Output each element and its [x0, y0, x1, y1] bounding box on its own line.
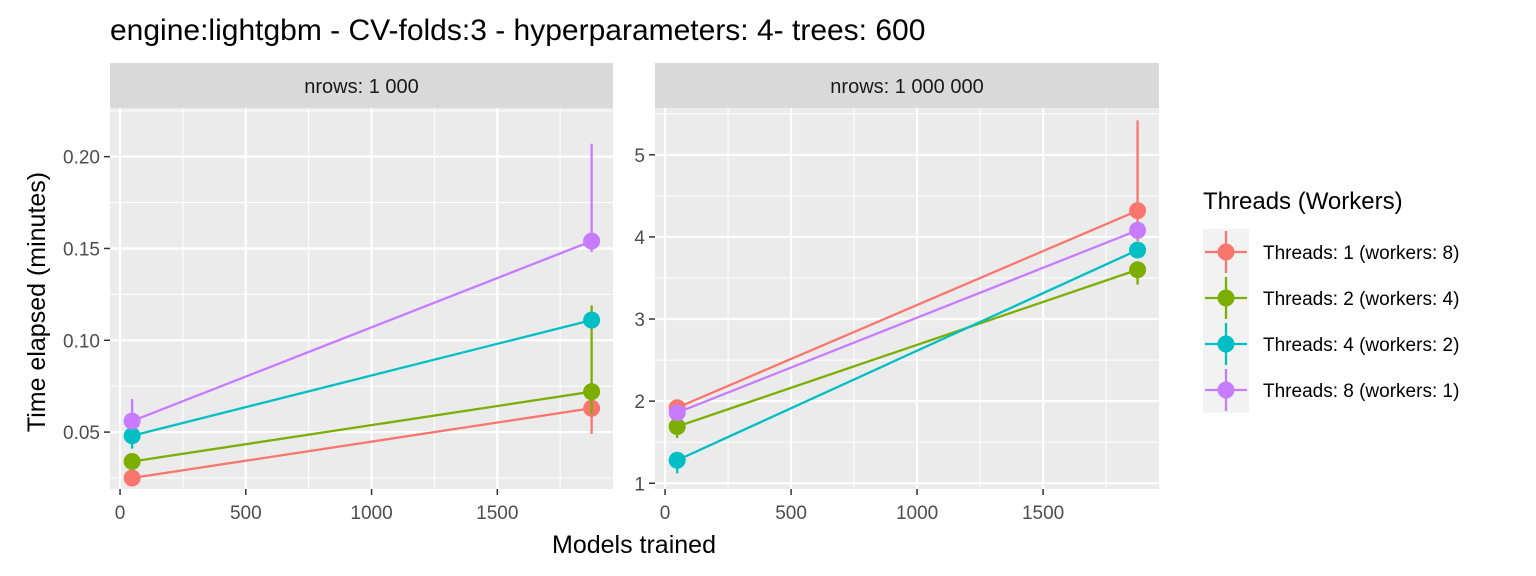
x-tick-label: 0 [660, 503, 671, 524]
data-point [123, 412, 141, 430]
series-line [676, 229, 1139, 414]
data-point [1129, 221, 1147, 239]
series-line [131, 390, 592, 463]
legend-key-point [1217, 335, 1235, 353]
legend-item: Threads: 4 (workers: 2) [1203, 321, 1459, 367]
legend-item: Threads: 8 (workers: 1) [1203, 367, 1459, 413]
x-tick-label: 1000 [896, 503, 938, 524]
legend: Threads (Workers) Threads: 1 (workers: 8… [1203, 188, 1459, 413]
series-3 [123, 311, 601, 449]
y-tick-label: 0.20 [63, 148, 100, 169]
legend-label: Threads: 4 (workers: 2) [1263, 335, 1459, 356]
series-line [676, 249, 1139, 462]
y-tick-label: 4 [634, 228, 645, 249]
legend-title: Threads (Workers) [1203, 188, 1403, 215]
panel-1: nrows: 1 000 0 500 1000 1500 0.05 0.10 0.15 0.20 [63, 63, 613, 524]
legend-key-point [1217, 243, 1235, 261]
y-tick-label: 1 [634, 474, 645, 495]
y-axis-title: Time elapsed (minutes) [23, 172, 51, 432]
data-point [123, 469, 141, 487]
legend-item: Threads: 1 (workers: 8) [1203, 229, 1459, 275]
data-point [123, 452, 141, 470]
y-tick-label: 0.10 [63, 331, 100, 352]
x-tick-label: 1500 [476, 503, 518, 524]
legend-label: Threads: 8 (workers: 1) [1263, 381, 1459, 402]
legend-key-point [1217, 289, 1235, 307]
x-tick-label: 1500 [1022, 503, 1064, 524]
series-4 [668, 221, 1147, 422]
series-line [131, 407, 592, 480]
y-tick-label: 5 [634, 146, 645, 167]
series-line [131, 318, 592, 437]
panel-strip-label: nrows: 1 000 [304, 76, 419, 98]
series-4 [123, 143, 601, 430]
data-point [123, 427, 141, 445]
data-point [1129, 241, 1147, 259]
panel-strip-label: nrows: 1 000 000 [830, 76, 983, 98]
panel-2: nrows: 1 000 000 0 500 1000 1500 1 2 3 4 5 [634, 63, 1159, 524]
legend-label: Threads: 1 (workers: 8) [1263, 243, 1459, 264]
x-axis-title: Models trained [552, 531, 716, 559]
data-point [583, 311, 601, 329]
chart-title: engine:lightgbm - CV-folds:3 - hyperpara… [110, 14, 925, 47]
x-tick-label: 0 [115, 503, 126, 524]
x-tick-label: 500 [230, 503, 262, 524]
series-line [676, 209, 1139, 409]
y-tick-label: 3 [634, 310, 645, 331]
panel-background [655, 108, 1159, 489]
data-point [583, 232, 601, 250]
panel-strip [110, 63, 613, 108]
series-3 [668, 241, 1147, 474]
data-point [583, 383, 601, 401]
y-tick-label: 2 [634, 392, 645, 413]
x-tick-label: 1000 [350, 503, 392, 524]
data-point [668, 404, 686, 422]
data-point [668, 451, 686, 469]
series-line [676, 268, 1138, 428]
panel-strip [655, 63, 1159, 108]
data-point [1129, 202, 1147, 220]
series-line [131, 240, 593, 423]
data-point [668, 418, 686, 436]
y-tick-label: 0.05 [63, 423, 100, 444]
legend-item: Threads: 2 (workers: 4) [1203, 275, 1459, 321]
legend-key-point [1217, 381, 1235, 399]
legend-label: Threads: 2 (workers: 4) [1263, 289, 1459, 310]
data-point [1129, 261, 1147, 279]
x-tick-label: 500 [775, 503, 807, 524]
y-tick-label: 0.15 [63, 239, 100, 260]
